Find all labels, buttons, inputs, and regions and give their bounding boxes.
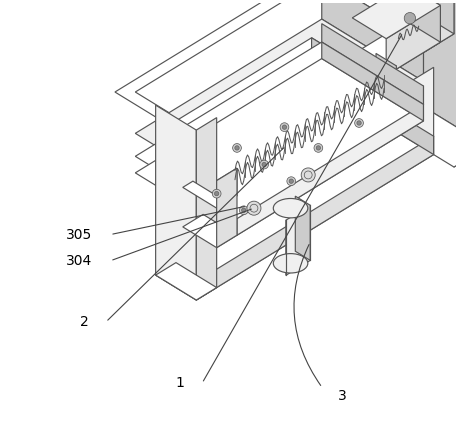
Polygon shape	[220, 85, 396, 194]
Polygon shape	[332, 71, 474, 167]
Circle shape	[289, 179, 293, 183]
Polygon shape	[155, 105, 196, 300]
Ellipse shape	[273, 253, 308, 273]
Circle shape	[242, 208, 246, 213]
Circle shape	[239, 206, 248, 214]
Circle shape	[235, 146, 239, 150]
Polygon shape	[196, 136, 434, 300]
Polygon shape	[244, 88, 393, 202]
Polygon shape	[237, 0, 454, 167]
Circle shape	[301, 168, 315, 182]
Polygon shape	[163, 38, 393, 179]
Circle shape	[233, 144, 241, 152]
Text: 1: 1	[176, 377, 184, 390]
Circle shape	[357, 121, 361, 125]
Polygon shape	[332, 0, 366, 92]
Polygon shape	[135, 58, 423, 235]
Polygon shape	[352, 21, 440, 75]
Polygon shape	[240, 66, 396, 194]
Text: 305: 305	[66, 228, 92, 241]
Polygon shape	[155, 130, 434, 300]
Polygon shape	[366, 0, 474, 146]
Circle shape	[214, 191, 219, 196]
Circle shape	[355, 119, 364, 127]
Polygon shape	[193, 175, 237, 202]
Circle shape	[287, 177, 296, 186]
Circle shape	[260, 160, 268, 169]
Polygon shape	[454, 0, 474, 167]
Polygon shape	[115, 0, 454, 167]
Text: 2: 2	[80, 315, 88, 329]
Circle shape	[247, 201, 261, 215]
Polygon shape	[135, 0, 423, 154]
Polygon shape	[237, 86, 423, 219]
Polygon shape	[163, 61, 393, 202]
Polygon shape	[237, 105, 423, 235]
Polygon shape	[376, 54, 396, 98]
Polygon shape	[311, 38, 393, 111]
Circle shape	[283, 125, 287, 129]
Circle shape	[262, 162, 266, 167]
Ellipse shape	[273, 198, 308, 218]
Polygon shape	[135, 19, 423, 196]
Polygon shape	[217, 168, 237, 248]
Circle shape	[280, 123, 289, 132]
Polygon shape	[217, 175, 227, 208]
Polygon shape	[407, 0, 440, 42]
Circle shape	[316, 146, 320, 150]
Circle shape	[212, 189, 221, 198]
Polygon shape	[135, 42, 423, 219]
Polygon shape	[196, 117, 217, 300]
Polygon shape	[322, 0, 423, 82]
Polygon shape	[393, 111, 434, 155]
Circle shape	[404, 12, 416, 24]
Polygon shape	[322, 23, 423, 105]
Circle shape	[314, 144, 323, 152]
Polygon shape	[237, 40, 423, 196]
Text: 304: 304	[66, 254, 92, 268]
Polygon shape	[352, 0, 440, 39]
Polygon shape	[217, 67, 434, 269]
Polygon shape	[386, 5, 440, 75]
Polygon shape	[183, 214, 237, 248]
Polygon shape	[295, 196, 310, 260]
Polygon shape	[183, 181, 227, 208]
Text: 3: 3	[337, 389, 346, 404]
Polygon shape	[322, 42, 423, 121]
Polygon shape	[227, 168, 237, 202]
Polygon shape	[332, 0, 454, 34]
Polygon shape	[286, 205, 310, 276]
Polygon shape	[155, 263, 217, 300]
